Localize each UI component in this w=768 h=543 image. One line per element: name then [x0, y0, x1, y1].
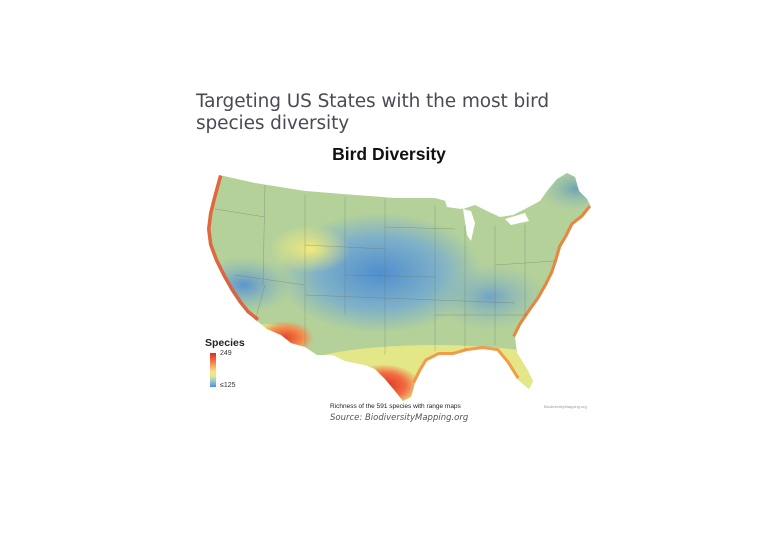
- map-caption: Richness of the 591 species with range m…: [330, 403, 461, 410]
- legend-color-ramp: [210, 353, 216, 387]
- legend-min-label: ≤125: [220, 382, 236, 389]
- source-citation: Source: BiodiversityMapping.org: [330, 413, 469, 423]
- map-graphic: [207, 173, 591, 401]
- legend-max-label: 249: [220, 350, 232, 357]
- us-bird-diversity-map: [195, 165, 605, 405]
- map-watermark: BiodiversityMapping.org: [544, 404, 587, 409]
- legend-title: Species: [205, 337, 245, 349]
- map-title: Bird Diversity: [332, 144, 446, 164]
- map-legend: Species 249 ≤125: [205, 337, 265, 397]
- slide-title: Targeting US States with the most bird s…: [196, 91, 549, 134]
